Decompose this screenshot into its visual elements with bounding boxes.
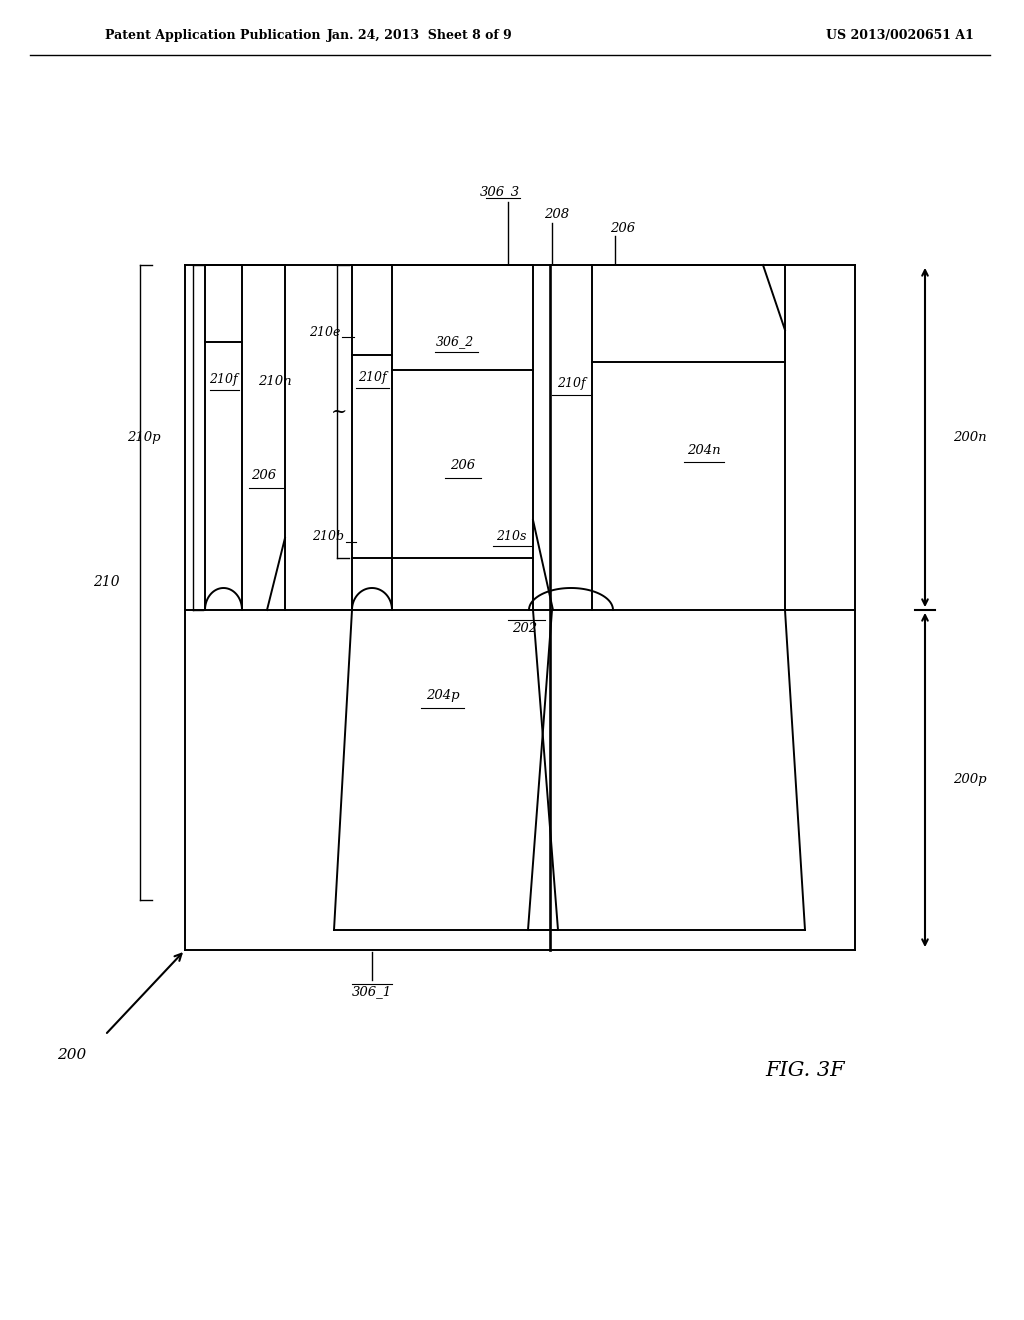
Text: 206: 206	[251, 469, 276, 482]
Text: 306_2: 306_2	[435, 335, 474, 348]
Text: 202: 202	[512, 622, 538, 635]
Text: 210s: 210s	[496, 529, 526, 543]
Text: 210: 210	[93, 576, 120, 590]
Text: 208: 208	[545, 209, 569, 222]
Text: Jan. 24, 2013  Sheet 8 of 9: Jan. 24, 2013 Sheet 8 of 9	[327, 29, 513, 41]
Text: 306_1: 306_1	[352, 986, 392, 998]
Text: 206: 206	[450, 458, 475, 471]
Text: US 2013/0020651 A1: US 2013/0020651 A1	[826, 29, 974, 41]
Text: 204n: 204n	[687, 444, 720, 457]
Text: 210n: 210n	[258, 375, 292, 388]
Text: 210e: 210e	[308, 326, 340, 339]
Text: 210f: 210f	[557, 378, 586, 391]
Text: 200p: 200p	[953, 774, 987, 787]
Text: 204p: 204p	[426, 689, 460, 701]
Text: 200n: 200n	[953, 432, 987, 444]
Text: 210p: 210p	[127, 432, 161, 444]
Text: FIG. 3F: FIG. 3F	[765, 1060, 845, 1080]
Text: Patent Application Publication: Patent Application Publication	[105, 29, 321, 41]
Text: 210b: 210b	[312, 529, 344, 543]
Text: 206: 206	[610, 222, 636, 235]
Text: 200: 200	[57, 1048, 87, 1063]
Text: 210f: 210f	[357, 371, 386, 384]
Text: ~: ~	[331, 403, 347, 421]
Text: 210f: 210f	[209, 374, 238, 387]
Text: 306_3: 306_3	[480, 186, 520, 198]
